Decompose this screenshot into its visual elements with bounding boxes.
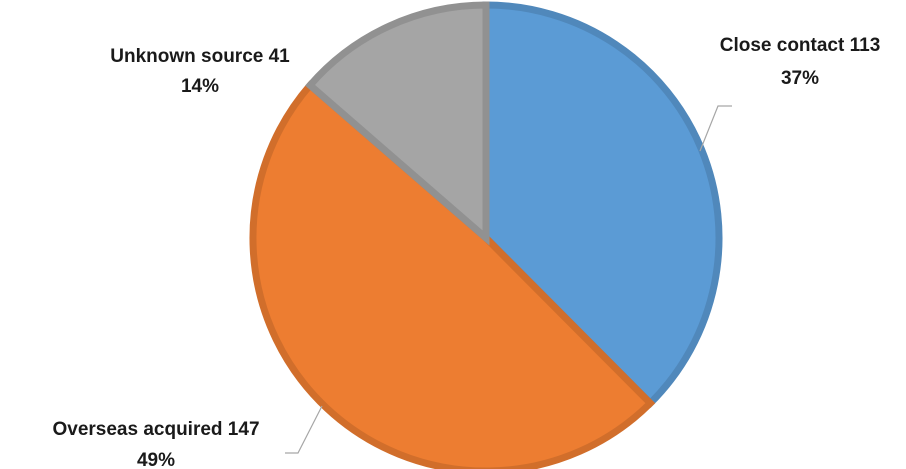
data-label-close-contact-percent: 37% (781, 68, 819, 89)
data-label-unknown-source-percent: 14% (181, 76, 219, 97)
data-label-unknown-source-value-span: 41 (263, 46, 290, 67)
data-label-close-contact-name: Close contact 113 (720, 35, 881, 56)
leader-lines (285, 105, 732, 454)
data-label-unknown-source-name: Unknown source 41 (110, 46, 290, 67)
data-label-overseas-acquired-name: Overseas acquired 147 (52, 419, 259, 440)
data-label-overseas-acquired-percent: 49% (137, 450, 175, 469)
pie-slice-overseas-acquired (249, 80, 656, 469)
leader-line-close-contact (699, 105, 732, 152)
leader-line-overseas-acquired (285, 405, 323, 454)
data-label-overseas-acquired-value-span: 147 (223, 419, 260, 440)
pie-slices (249, 1, 723, 469)
pie-slice-unknown-source (305, 1, 490, 246)
data-label-close-contact-value-span: 113 (844, 35, 880, 56)
